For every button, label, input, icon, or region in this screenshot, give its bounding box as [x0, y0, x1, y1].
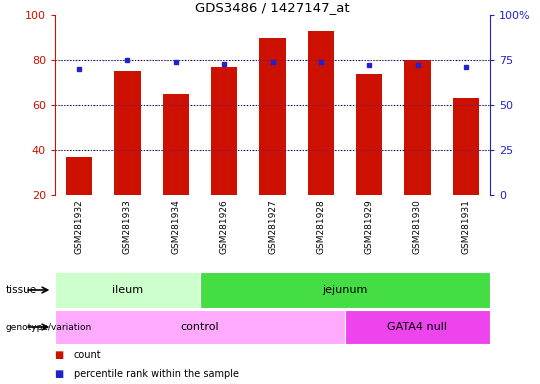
Text: tissue: tissue	[5, 285, 37, 295]
Bar	[66, 157, 92, 195]
Text: GSM281934: GSM281934	[171, 199, 180, 253]
Text: GSM281930: GSM281930	[413, 199, 422, 253]
Bar	[211, 67, 238, 195]
Text: GSM281933: GSM281933	[123, 199, 132, 253]
Text: GSM281931: GSM281931	[461, 199, 470, 253]
Text: GATA4 null: GATA4 null	[388, 322, 448, 332]
Bar	[114, 71, 141, 195]
Bar	[55, 272, 200, 308]
Text: count: count	[74, 350, 102, 360]
Text: GSM281929: GSM281929	[364, 199, 374, 253]
Text: GSM281932: GSM281932	[75, 199, 84, 253]
Bar	[259, 38, 286, 195]
Text: ileum: ileum	[112, 285, 143, 295]
Text: jejunum: jejunum	[322, 285, 368, 295]
Bar	[308, 31, 334, 195]
Bar	[453, 98, 479, 195]
Bar	[163, 94, 189, 195]
Title: GDS3486 / 1427147_at: GDS3486 / 1427147_at	[195, 1, 350, 14]
Bar	[404, 60, 431, 195]
Text: control: control	[181, 322, 219, 332]
Text: GSM281928: GSM281928	[316, 199, 325, 253]
Text: GSM281926: GSM281926	[220, 199, 228, 253]
Bar	[345, 310, 490, 344]
Bar	[55, 310, 345, 344]
Text: ■: ■	[55, 350, 68, 360]
Text: GSM281927: GSM281927	[268, 199, 277, 253]
Bar	[356, 73, 382, 195]
Bar	[200, 272, 490, 308]
Text: percentile rank within the sample: percentile rank within the sample	[74, 369, 239, 379]
Text: genotype/variation: genotype/variation	[5, 323, 92, 331]
Text: ■: ■	[55, 369, 68, 379]
